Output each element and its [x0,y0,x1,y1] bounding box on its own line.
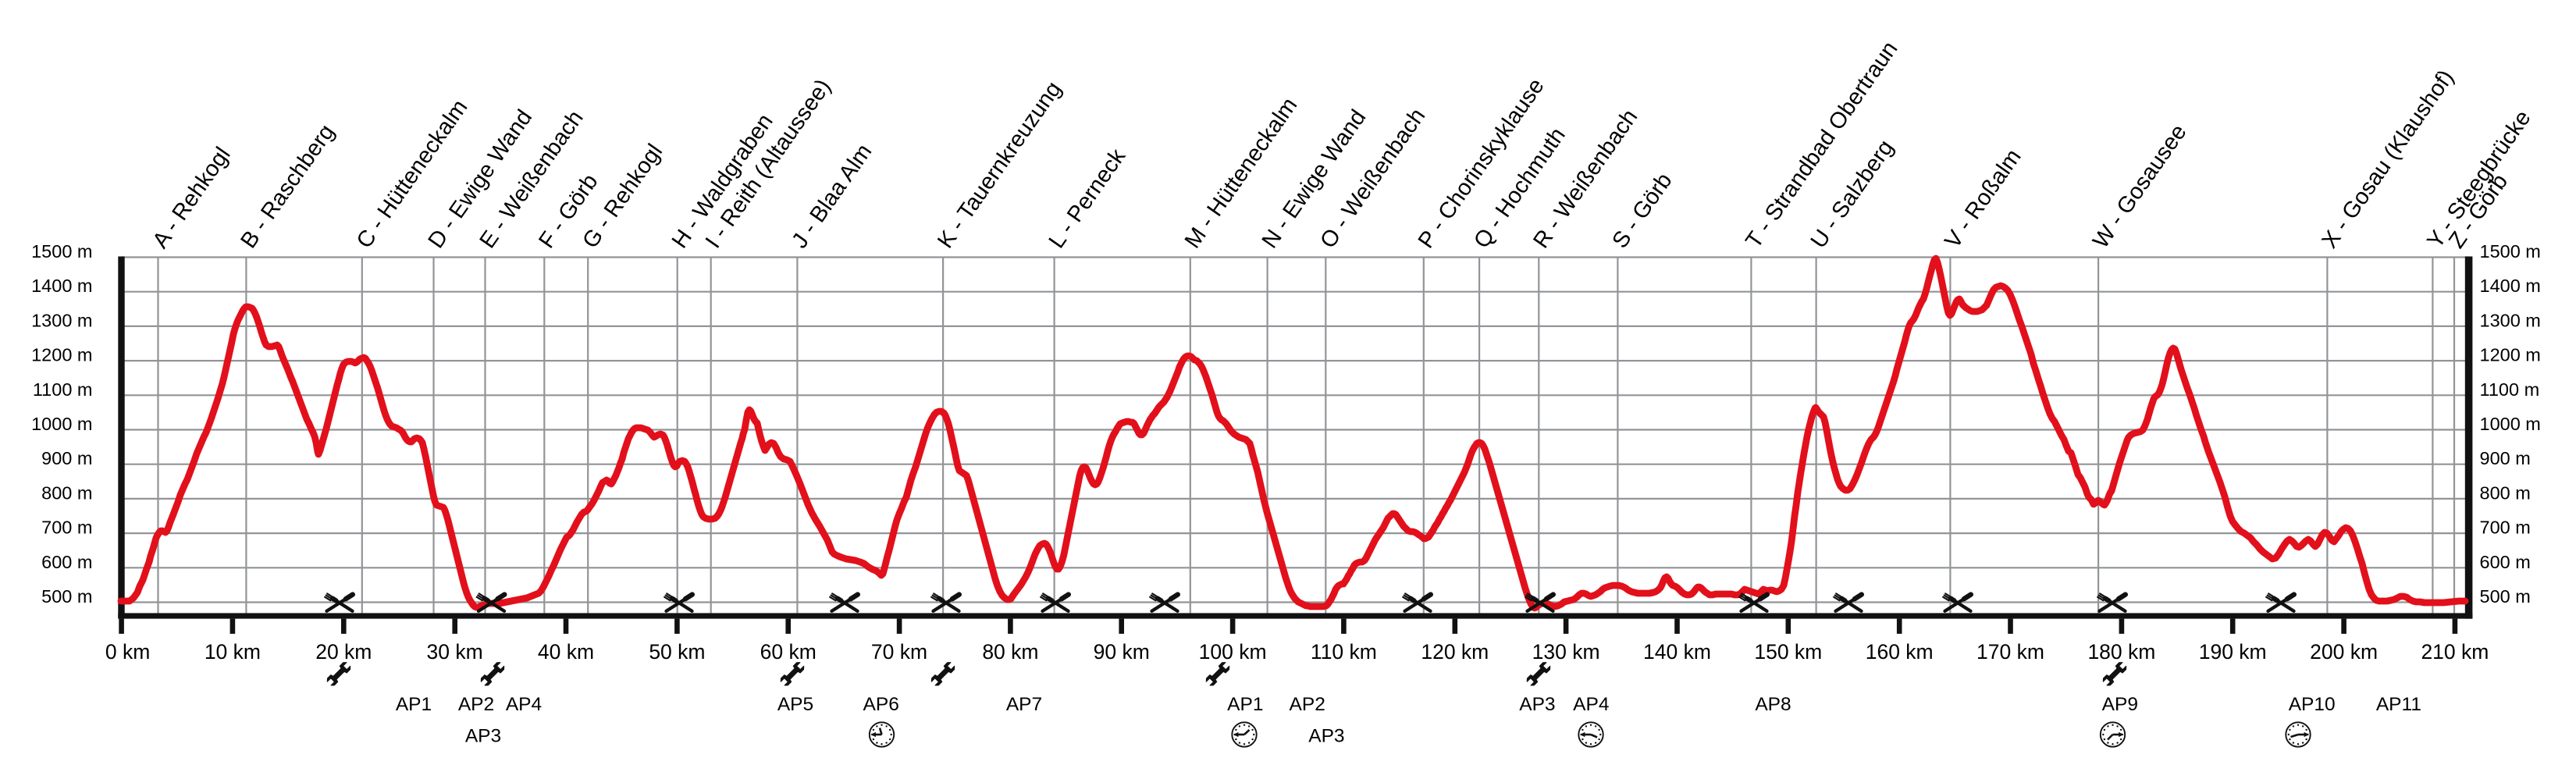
svg-text:1000 m: 1000 m [31,414,92,434]
svg-text:210 km: 210 km [2421,640,2489,664]
svg-text:AP7: AP7 [1006,694,1042,715]
svg-text:AP3: AP3 [1308,726,1344,747]
svg-text:120 km: 120 km [1421,640,1489,664]
svg-text:1100 m: 1100 m [2480,379,2540,400]
svg-text:500 m: 500 m [41,586,92,607]
svg-text:AP4: AP4 [506,694,542,715]
svg-text:1500 m: 1500 m [2480,241,2541,262]
svg-text:AP3: AP3 [465,726,501,747]
svg-text:90 km: 90 km [1094,640,1150,664]
svg-text:100 km: 100 km [1199,640,1267,664]
svg-text:1500 m: 1500 m [31,241,92,262]
svg-text:170 km: 170 km [1976,640,2044,664]
svg-text:0 km: 0 km [105,640,150,664]
svg-text:700 m: 700 m [2480,518,2531,538]
svg-text:900 m: 900 m [2480,448,2531,468]
svg-text:AP11: AP11 [2376,694,2421,715]
svg-text:30 km: 30 km [427,640,483,664]
svg-text:AP1: AP1 [1227,694,1263,715]
svg-text:1400 m: 1400 m [31,276,92,296]
svg-text:700 m: 700 m [41,518,92,538]
svg-text:130 km: 130 km [1532,640,1600,664]
svg-text:40 km: 40 km [538,640,594,664]
svg-text:600 m: 600 m [41,552,92,572]
svg-text:1200 m: 1200 m [31,345,92,365]
svg-text:AP8: AP8 [1755,694,1791,715]
svg-text:AP10: AP10 [2289,694,2336,715]
svg-text:150 km: 150 km [1754,640,1822,664]
svg-text:200 km: 200 km [2310,640,2378,664]
svg-text:180 km: 180 km [2087,640,2155,664]
svg-text:10 km: 10 km [205,640,261,664]
svg-text:1200 m: 1200 m [2480,345,2541,365]
svg-text:1100 m: 1100 m [33,379,93,400]
svg-text:1400 m: 1400 m [2480,276,2541,296]
svg-text:1300 m: 1300 m [31,310,92,330]
svg-text:1300 m: 1300 m [2480,310,2541,330]
svg-text:AP6: AP6 [863,694,899,715]
svg-text:AP3: AP3 [1519,694,1555,715]
svg-text:AP9: AP9 [2102,694,2138,715]
svg-text:600 m: 600 m [2480,552,2531,572]
svg-text:800 m: 800 m [41,482,92,503]
svg-text:800 m: 800 m [2480,482,2531,503]
svg-text:50 km: 50 km [649,640,705,664]
svg-text:160 km: 160 km [1866,640,1934,664]
svg-text:60 km: 60 km [760,640,817,664]
svg-text:20 km: 20 km [315,640,372,664]
svg-text:900 m: 900 m [41,448,92,468]
svg-text:AP1: AP1 [396,694,432,715]
svg-text:1000 m: 1000 m [2480,414,2541,434]
svg-text:140 km: 140 km [1643,640,1711,664]
svg-text:190 km: 190 km [2199,640,2267,664]
svg-text:AP2: AP2 [1290,694,1325,715]
svg-text:110 km: 110 km [1311,640,1377,664]
svg-text:80 km: 80 km [982,640,1038,664]
svg-text:AP5: AP5 [777,694,813,715]
svg-text:500 m: 500 m [2480,586,2531,607]
svg-text:70 km: 70 km [871,640,927,664]
svg-text:AP2: AP2 [458,694,494,715]
svg-text:AP4: AP4 [1573,694,1609,715]
